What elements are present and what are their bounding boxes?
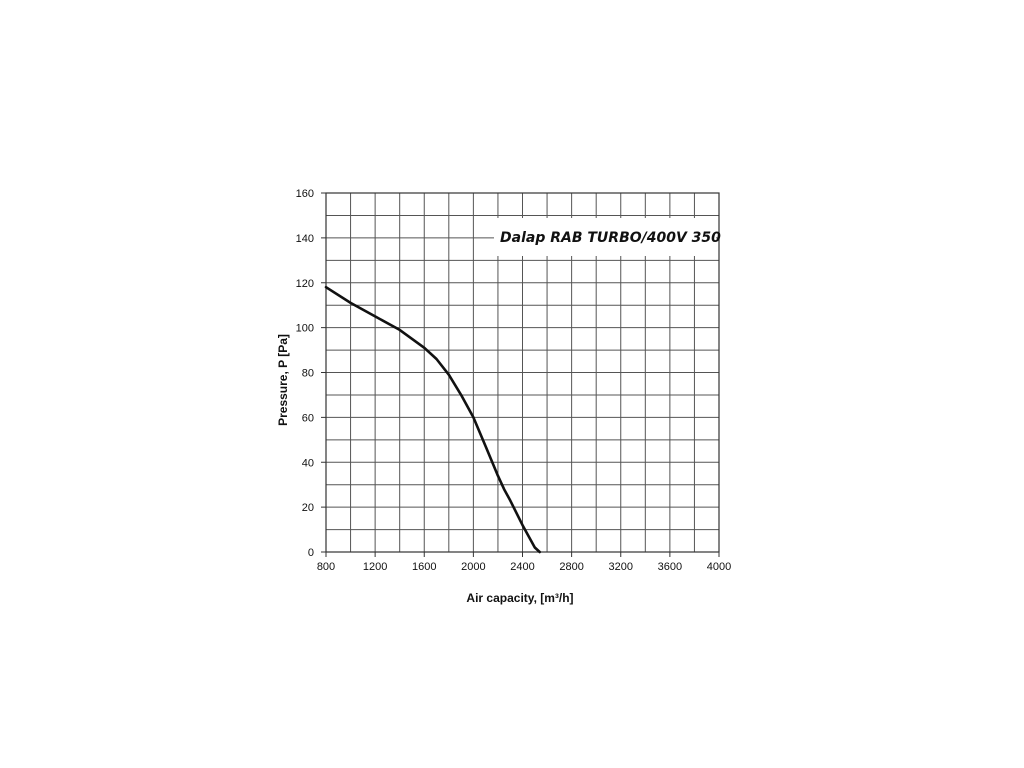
title-background xyxy=(494,218,716,256)
y-tick-label: 80 xyxy=(302,368,314,380)
x-axis-title: Air capacity, [m³/h] xyxy=(466,591,573,605)
x-tick-label: 1200 xyxy=(363,561,387,573)
y-axis-title: Pressure, P [Pa] xyxy=(276,334,290,426)
x-tick-label: 3200 xyxy=(609,561,633,573)
chart-title-box: Dalap RAB TURBO/400V 350 xyxy=(494,218,721,256)
x-tick-label: 1600 xyxy=(412,561,436,573)
series-line-0 xyxy=(324,285,541,554)
y-tick-label: 140 xyxy=(296,233,314,245)
y-tick-label: 160 xyxy=(296,188,314,200)
y-tick-labels: 0 20 40 60 80 100 120 140 160 xyxy=(296,188,314,559)
chart-title: Dalap RAB TURBO/400V 350 xyxy=(500,230,721,246)
x-tick-label: 2000 xyxy=(461,561,485,573)
y-tick-label: 0 xyxy=(308,547,314,559)
x-tick-label: 3600 xyxy=(658,561,682,573)
y-tick-label: 120 xyxy=(296,278,314,290)
y-tick-label: 100 xyxy=(296,323,314,335)
series-lines xyxy=(324,285,541,554)
y-tick-label: 20 xyxy=(302,502,314,514)
axes xyxy=(321,192,720,557)
x-tick-label: 800 xyxy=(317,561,335,573)
x-tick-label: 4000 xyxy=(707,561,731,573)
x-tick-label: 2800 xyxy=(559,561,583,573)
y-tick-label: 60 xyxy=(302,412,314,424)
x-tick-label: 2400 xyxy=(510,561,534,573)
y-tick-label: 40 xyxy=(302,457,314,469)
x-tick-labels: 800 1200 1600 2000 2400 2800 3200 3600 4000 xyxy=(317,561,731,573)
